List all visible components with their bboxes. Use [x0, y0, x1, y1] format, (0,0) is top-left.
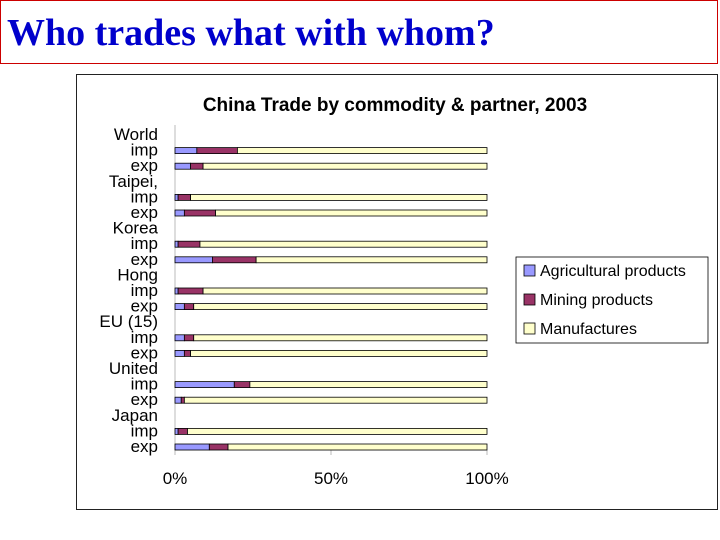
category-label: imp [131, 141, 158, 160]
bar-segment [193, 334, 488, 342]
bar-segment [227, 443, 488, 451]
bar-segment [196, 147, 238, 154]
category-label: exp [131, 203, 158, 222]
category-label: imp [131, 187, 158, 206]
bar-segment [174, 287, 179, 295]
category-label: imp [131, 328, 158, 347]
bar-segment [215, 209, 488, 217]
chart-legend: Agricultural products Mining products Manu… [515, 256, 709, 344]
bar-segment [187, 427, 488, 435]
bar-segment [174, 162, 192, 170]
bar-segment [183, 396, 488, 404]
bar-segment [249, 381, 488, 389]
bar-segment [202, 162, 488, 170]
bar-segment [174, 303, 185, 311]
x-axis-ticks: 0% 50% 100% [163, 469, 509, 488]
bar-segment [190, 194, 488, 201]
legend-label: Manufactures [540, 321, 637, 338]
bar-segment [190, 162, 204, 170]
bar-segment [174, 396, 182, 404]
x-tick-label: 100% [465, 469, 508, 488]
category-labels: WorldimpexpTaipei,impexpKoreaimpexpHongi… [99, 125, 158, 456]
x-tick-label: 0% [163, 469, 188, 488]
category-label: imp [131, 234, 158, 253]
category-label: imp [131, 375, 158, 394]
bar-segment [177, 287, 204, 295]
bar-segment [174, 147, 198, 154]
bar-segment [174, 256, 213, 264]
bar-segment [255, 256, 488, 264]
bar-segment [199, 240, 488, 248]
bar-segment [174, 349, 185, 357]
bar-segment [208, 443, 229, 451]
bar-segment [174, 427, 179, 435]
stacked-bar-chart: China Trade by commodity & partner, 2003… [99, 95, 709, 488]
bar-segment [183, 349, 192, 357]
category-label: Taipei, [109, 172, 158, 191]
bar-segment [177, 240, 201, 248]
bar-segment [212, 256, 257, 264]
chart-title: China Trade by commodity & partner, 2003 [203, 95, 587, 116]
bar-segment [233, 381, 251, 389]
category-label: imp [131, 421, 158, 440]
category-label: imp [131, 281, 158, 300]
category-label: United [109, 359, 158, 378]
legend-label: Mining products [540, 292, 653, 309]
bar-segment [174, 240, 179, 248]
legend-swatch [523, 293, 536, 306]
category-label: exp [131, 437, 158, 456]
legend-box [515, 256, 709, 344]
bar-segment [174, 209, 185, 217]
category-label: exp [131, 390, 158, 409]
category-label: Korea [113, 219, 159, 238]
chart-frame: China Trade by commodity & partner, 2003… [76, 74, 718, 510]
bar-segment [183, 303, 195, 311]
category-label: Japan [112, 406, 158, 425]
bar-segment [236, 147, 488, 154]
bar-segment [174, 194, 179, 201]
category-label: exp [131, 343, 158, 362]
bar-segment [183, 334, 195, 342]
legend-swatch [523, 264, 536, 277]
category-label: exp [131, 156, 158, 175]
bar-segment [174, 443, 210, 451]
bar-segment [177, 427, 188, 435]
bar-segment [202, 287, 488, 295]
category-label: Hong [117, 265, 158, 284]
bar-segment [174, 381, 235, 389]
bar-segment [177, 194, 192, 201]
slide-title: Who trades what with whom? [0, 0, 718, 64]
bar-segment [183, 209, 216, 217]
category-label: World [114, 125, 158, 144]
category-label: exp [131, 297, 158, 316]
legend-swatch [523, 322, 536, 335]
legend-label: Agricultural products [540, 263, 686, 280]
bar-segment [180, 396, 185, 404]
chart-bars [174, 147, 488, 451]
bar-segment [193, 303, 488, 311]
bar-segment [174, 334, 185, 342]
x-tick-label: 50% [314, 469, 348, 488]
category-label: EU (15) [99, 312, 158, 331]
bar-segment [190, 349, 488, 357]
category-label: exp [131, 250, 158, 269]
